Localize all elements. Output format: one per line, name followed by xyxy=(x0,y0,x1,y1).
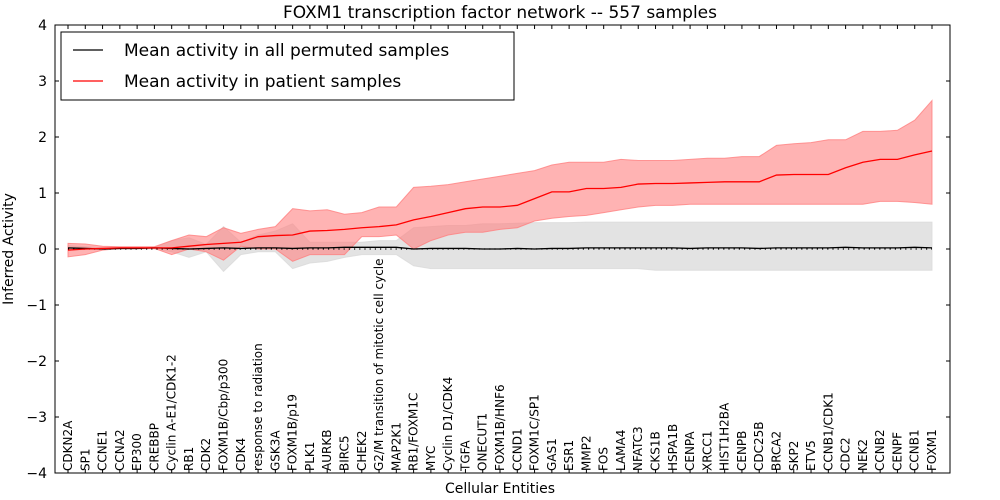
category-label: SKP2 xyxy=(787,441,801,471)
legend: Mean activity in all permuted samples Me… xyxy=(60,31,515,101)
x-axis-label: Cellular Entities xyxy=(445,481,555,497)
category-label: CCNB1/CDK1 xyxy=(821,392,835,471)
y-tick-label: −4 xyxy=(26,466,47,482)
category-label: CENPF xyxy=(890,432,904,471)
category-label: HIST1H2BA xyxy=(718,402,732,471)
category-label: FOS xyxy=(597,447,611,471)
category-label: CDC25B xyxy=(752,422,766,472)
y-tick-label: 0 xyxy=(38,242,47,258)
y-tick-label: −2 xyxy=(26,354,47,370)
category-label: BIRC5 xyxy=(337,435,351,471)
category-label: CKS1B xyxy=(649,431,663,471)
category-label: MAP2K1 xyxy=(389,422,403,471)
chart-title: FOXM1 transcription factor network -- 55… xyxy=(283,3,717,23)
category-label: CCNA2 xyxy=(113,429,127,471)
category-label: ESR1 xyxy=(562,440,576,471)
category-label: FOXM1B/p19 xyxy=(286,394,300,471)
category-label: BRCA2 xyxy=(769,431,783,471)
y-axis: −4 −3 −2 −1 0 1 2 3 4 xyxy=(26,18,950,482)
category-label: RB1/FOXM1C xyxy=(407,393,421,471)
confidence-bands xyxy=(67,99,933,273)
x-axis xyxy=(67,25,933,473)
category-label: CDKN2A xyxy=(61,420,75,471)
category-label: response to radiation xyxy=(251,343,265,471)
category-label: FOXM1B/HNF6 xyxy=(493,384,507,471)
y-tick-label: 2 xyxy=(38,130,47,146)
category-label: GAS1 xyxy=(545,438,559,471)
category-label: CHEK2 xyxy=(355,431,369,472)
category-label: PLK1 xyxy=(303,442,317,471)
category-label: TGFA xyxy=(458,440,472,472)
y-tick-label: 3 xyxy=(38,74,47,90)
category-label: FOXM1 xyxy=(925,429,939,471)
category-label: CDK2 xyxy=(199,438,213,471)
legend-label-patient: Mean activity in patient samples xyxy=(124,72,401,92)
category-label: Cyclin A-E1/CDK1-2 xyxy=(165,354,179,471)
category-label: CCNB2 xyxy=(873,429,887,471)
category-label: CCNB1 xyxy=(908,429,922,471)
patient-band xyxy=(67,99,933,262)
category-label: MMP2 xyxy=(579,435,593,471)
category-label: G2/M transition of mitotic cell cycle xyxy=(372,258,386,471)
category-labels: CDKN2A SP1 CCNE1 CCNA2 EP300 CREBBP Cyclin A-E… xyxy=(61,258,939,472)
category-label: CENPA xyxy=(683,431,697,471)
category-label: NFATC3 xyxy=(631,426,645,471)
y-axis-label: Inferred Activity xyxy=(1,193,17,305)
y-tick-label: 4 xyxy=(38,18,47,34)
series-lines xyxy=(67,150,933,251)
category-label: FOXM1C/SP1 xyxy=(528,394,542,471)
y-tick-label: −3 xyxy=(26,410,47,426)
category-label: CCND1 xyxy=(510,428,524,471)
category-label: FOXM1B/Cbp/p300 xyxy=(217,359,231,471)
category-label: ONECUT1 xyxy=(476,413,490,471)
category-label: LAMA4 xyxy=(614,430,628,471)
category-label: GSK3A xyxy=(268,430,282,471)
y-tick-label: 1 xyxy=(38,186,47,202)
category-label: ETV5 xyxy=(804,440,818,471)
category-label: XRCC1 xyxy=(700,431,714,471)
category-label: CENPB xyxy=(735,431,749,471)
category-label: SP1 xyxy=(78,449,92,472)
category-label: RB1 xyxy=(182,447,196,471)
legend-box xyxy=(60,31,515,101)
category-label: MYC xyxy=(424,446,438,471)
category-label: EP300 xyxy=(130,433,144,471)
category-label: CCNE1 xyxy=(96,430,110,471)
category-label: CDK4 xyxy=(234,438,248,471)
category-label: AURKB xyxy=(320,430,334,471)
category-label: Cyclin D1/CDK4 xyxy=(441,377,455,471)
category-label: NEK2 xyxy=(856,439,870,471)
category-label: CDC2 xyxy=(839,437,853,471)
category-label: CREBBP xyxy=(147,423,161,471)
legend-label-permuted: Mean activity in all permuted samples xyxy=(124,41,449,61)
y-tick-label: −1 xyxy=(26,298,47,314)
category-label: HSPA1B xyxy=(666,424,680,471)
